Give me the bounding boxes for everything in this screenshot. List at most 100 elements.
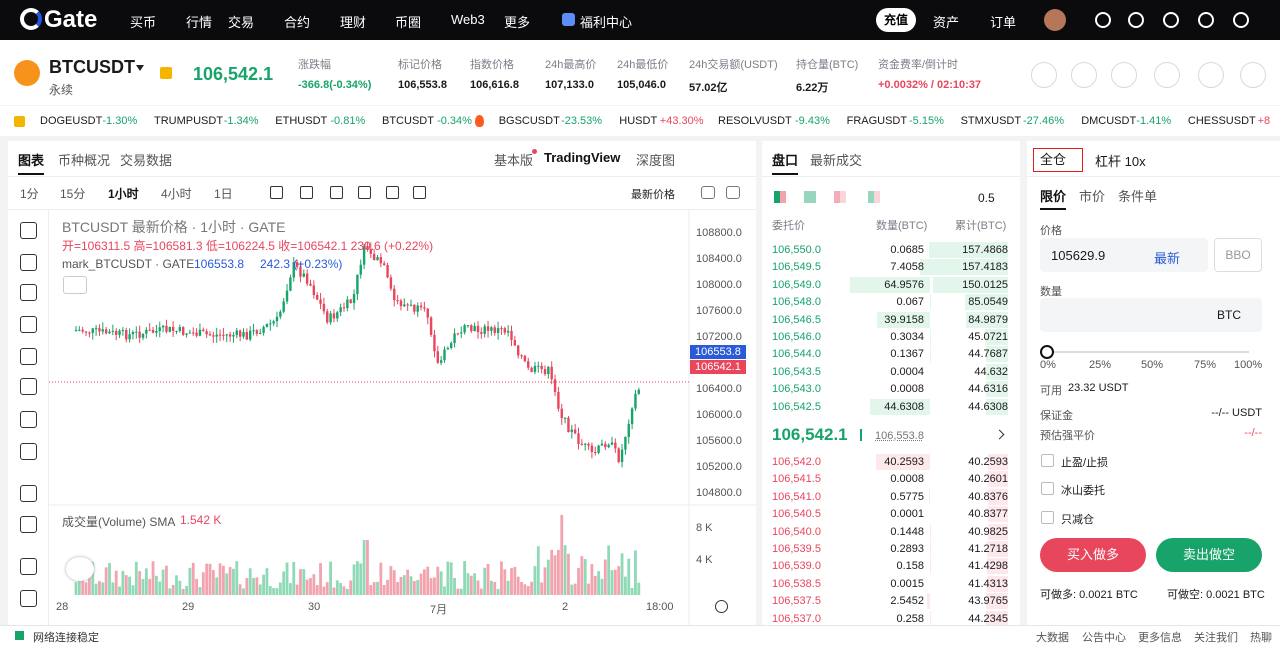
checkbox[interactable] <box>1041 511 1054 524</box>
margin-mode[interactable]: 全仓 <box>1033 148 1083 172</box>
ob-price[interactable]: 106,538.5 <box>772 577 821 590</box>
percent[interactable]: 0% <box>1040 359 1056 371</box>
chart-tool[interactable] <box>413 186 426 199</box>
marquee-name[interactable]: BTCUSDT <box>382 115 434 127</box>
ob-price[interactable]: 106,539.5 <box>772 543 821 555</box>
nav-item[interactable]: 资产 <box>933 15 960 30</box>
chart-tab[interactable]: 交易数据 <box>120 153 173 168</box>
draw-tool[interactable] <box>20 316 37 333</box>
percent[interactable]: 100% <box>1234 359 1263 371</box>
checkbox[interactable] <box>1041 454 1054 467</box>
view-toggle[interactable] <box>774 191 786 203</box>
tool-icon[interactable] <box>1154 62 1180 88</box>
chart-tool[interactable] <box>386 186 399 199</box>
tool-icon[interactable] <box>1111 62 1137 88</box>
order-type[interactable]: 条件单 <box>1118 189 1158 204</box>
draw-tool[interactable] <box>20 348 37 365</box>
interval[interactable]: 1分 <box>20 187 39 201</box>
checkbox[interactable] <box>1041 482 1054 495</box>
view-tab[interactable]: TradingView <box>544 150 621 165</box>
ob-price[interactable]: 106,546.5 <box>772 313 821 326</box>
marquee-name[interactable]: ETHUSDT <box>275 115 328 127</box>
ob-price[interactable]: 106,537.0 <box>772 612 821 625</box>
ob-price[interactable]: 106,540.0 <box>772 525 821 538</box>
draw-tool[interactable] <box>20 485 37 502</box>
deposit-btn[interactable]: 充值 <box>876 8 916 32</box>
nav-item[interactable]: 更多 <box>504 15 531 30</box>
nav-item[interactable]: 理财 <box>340 15 367 30</box>
tool-icon[interactable] <box>1031 62 1057 88</box>
footer-link[interactable]: 关注我们 <box>1194 632 1238 644</box>
ob-price[interactable]: 106,537.5 <box>772 595 821 608</box>
marquee-name[interactable]: RESOLVUSDT <box>718 115 792 127</box>
nav-item[interactable]: 买币 <box>130 15 157 30</box>
view-tab[interactable]: 深度图 <box>636 153 676 168</box>
ob-price[interactable]: 106,542.5 <box>772 400 821 413</box>
chart-tab[interactable]: 图表 <box>18 153 45 168</box>
chart-tool[interactable] <box>701 186 715 199</box>
logo-text[interactable]: Gate <box>44 6 98 33</box>
chart-tool[interactable] <box>270 186 283 199</box>
ob-price[interactable]: 106,540.5 <box>772 508 821 521</box>
buy-btn[interactable]: 买入做多 <box>1040 538 1146 572</box>
avatar[interactable] <box>1044 9 1066 31</box>
draw-tool[interactable] <box>20 254 37 271</box>
chevron[interactable] <box>994 429 1005 440</box>
latest[interactable]: 最新 <box>1154 251 1181 266</box>
view-toggle[interactable] <box>834 191 846 203</box>
marquee-name[interactable]: BGSCUSDT <box>498 115 560 127</box>
nav-item[interactable]: Web3 <box>451 12 485 27</box>
interval[interactable]: 4小时 <box>161 187 192 201</box>
ob-price[interactable]: 106,543.5 <box>772 365 821 378</box>
percent[interactable]: 50% <box>1141 359 1164 371</box>
ob-price[interactable]: 106,542.0 <box>772 456 821 468</box>
marquee-name[interactable]: CHESSUSDT <box>1187 115 1256 127</box>
chart-tool[interactable] <box>300 186 313 199</box>
draw-tool[interactable] <box>20 411 37 428</box>
ob-price[interactable]: 106,550.0 <box>772 244 821 256</box>
order-type[interactable]: 市价 <box>1079 189 1106 204</box>
nav-item[interactable]: 行情 <box>186 15 213 30</box>
footer-link[interactable]: 大数据 <box>1036 632 1069 644</box>
footer-link[interactable]: 公告中心 <box>1082 632 1126 644</box>
nav-icon[interactable] <box>1095 12 1111 28</box>
view-tab[interactable]: 基本版 <box>494 153 534 168</box>
draw-tool[interactable] <box>20 558 37 575</box>
interval[interactable]: 15分 <box>60 187 86 201</box>
order-type[interactable]: 限价 <box>1040 189 1067 204</box>
step[interactable]: 0.5 <box>978 191 995 205</box>
price-input[interactable] <box>1040 238 1208 272</box>
qty-input[interactable] <box>1040 298 1262 332</box>
chart-tool[interactable] <box>330 186 343 199</box>
chart-tool[interactable] <box>358 186 371 199</box>
draw-tool[interactable] <box>20 590 37 607</box>
marquee-name[interactable]: DOGEUSDT <box>40 115 103 127</box>
footer-link[interactable]: 热聊 <box>1250 632 1272 644</box>
tool-icon[interactable] <box>1071 62 1097 88</box>
price-mode[interactable]: 最新价格 <box>631 189 675 201</box>
ob-price[interactable]: 106,543.0 <box>772 383 821 396</box>
tool-icon[interactable] <box>1198 62 1224 88</box>
slider-knob[interactable] <box>1040 345 1054 359</box>
sell-btn[interactable]: 卖出做空 <box>1156 538 1262 572</box>
draw-tool[interactable] <box>20 284 37 301</box>
settings-icon[interactable] <box>715 600 728 613</box>
symbol[interactable]: BTCUSDT <box>49 57 135 77</box>
interval[interactable]: 1小时 <box>108 187 139 201</box>
chart-tool[interactable] <box>726 186 740 199</box>
percent[interactable]: 25% <box>1089 359 1112 371</box>
nav-item[interactable]: 交易 <box>228 15 255 30</box>
ob-price[interactable]: 106,548.0 <box>772 296 821 309</box>
nav-icon[interactable] <box>1163 12 1179 28</box>
marquee-name[interactable]: HUSDT <box>619 115 658 127</box>
nav-icon[interactable] <box>1233 12 1249 28</box>
ob-price[interactable]: 106,549.0 <box>772 278 821 291</box>
ob-price[interactable]: 106,544.0 <box>772 348 821 361</box>
nav-item[interactable]: 币圈 <box>395 15 422 30</box>
ob-price[interactable]: 106,546.0 <box>772 331 821 343</box>
ob-price[interactable]: 106,539.0 <box>772 560 821 573</box>
view-toggle[interactable] <box>868 191 880 203</box>
collapse-btn[interactable] <box>63 276 87 294</box>
view-toggle[interactable] <box>804 191 816 203</box>
tool-icon[interactable] <box>1240 62 1266 88</box>
